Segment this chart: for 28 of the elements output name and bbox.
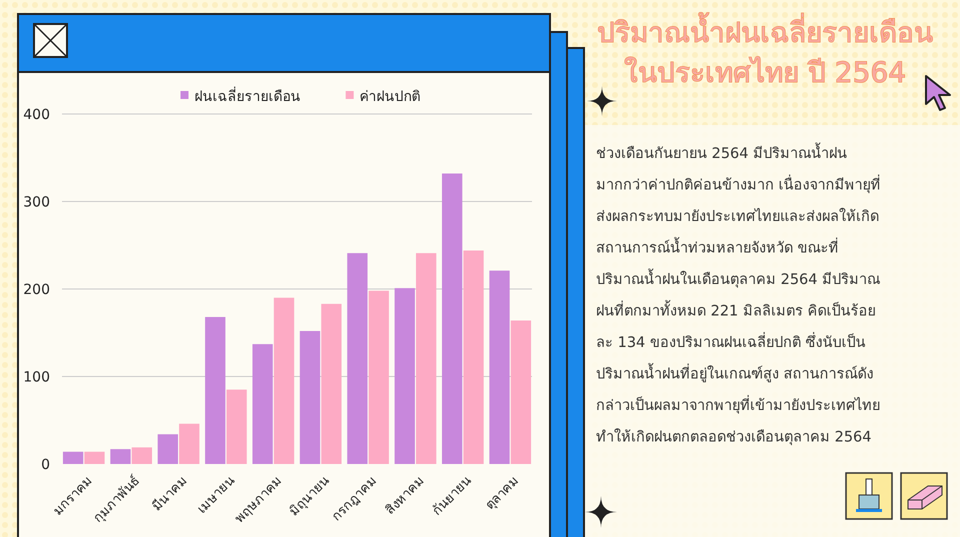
bar — [300, 331, 320, 464]
bar — [84, 452, 105, 464]
bar — [463, 250, 484, 464]
bar — [510, 320, 532, 464]
bar — [489, 270, 510, 464]
legend-label: ค่าฝนปกติ — [360, 88, 421, 105]
bar — [205, 317, 226, 464]
bar — [110, 449, 131, 464]
bar — [321, 304, 342, 464]
text: ปริมาณน้ำฝนเฉลี่ยรายเดือน ในประเทศไทย ปี 2564 — [597, 12, 933, 89]
y-tick-label: 400 — [23, 106, 50, 123]
bar — [347, 253, 368, 464]
bar — [132, 447, 152, 464]
bar — [226, 390, 247, 464]
bar — [158, 434, 178, 464]
y-tick-label: 100 — [23, 369, 50, 386]
bar — [274, 298, 294, 464]
bar — [394, 288, 415, 464]
y-tick-label: 200 — [23, 282, 50, 298]
bar — [442, 174, 462, 464]
bar — [416, 253, 436, 464]
bar — [62, 452, 84, 464]
bar — [252, 344, 273, 464]
y-tick-label: 0 — [41, 456, 50, 473]
y-tick-label: 300 — [23, 194, 50, 210]
bar — [368, 290, 389, 464]
legend-label: ฝนเฉลี่ยรายเดือน — [194, 86, 300, 105]
bar — [179, 424, 200, 464]
